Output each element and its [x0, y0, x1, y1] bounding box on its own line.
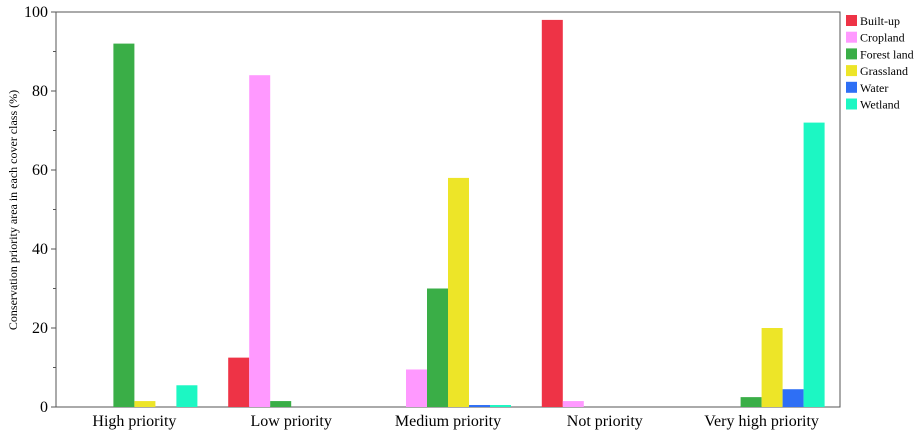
legend-label: Built-up	[860, 14, 900, 28]
bar-built-up	[228, 357, 250, 407]
bar-cropland	[249, 75, 271, 407]
y-tick-label: 40	[32, 241, 48, 258]
legend-label: Wetland	[860, 98, 900, 112]
bar-grassland	[448, 177, 469, 407]
legend-swatch	[846, 65, 857, 77]
bar-forest-land	[270, 401, 292, 407]
x-axis: High priority Low priority Medium priority…	[92, 413, 819, 430]
y-tick-label: 100	[24, 4, 48, 21]
y-tick-label: 80	[32, 83, 48, 100]
bar-wetland	[490, 405, 511, 407]
bar-forest-land	[427, 288, 448, 407]
bar-water	[782, 389, 804, 407]
bar-built-up	[541, 19, 563, 408]
legend-label: Water	[860, 81, 888, 95]
bars-group	[113, 19, 825, 408]
bar-grassland	[761, 328, 783, 407]
bar-cropland	[406, 369, 427, 407]
bar-forest-land	[740, 397, 762, 407]
legend: Built-up Cropland Forest land Grassland Wate…	[846, 14, 914, 112]
x-tick-label: High priority	[92, 413, 176, 430]
bar-forest-land	[113, 43, 135, 407]
bar-cropland	[562, 401, 584, 407]
y-axis-label: Conservation priority area in each cover…	[6, 90, 20, 330]
x-tick-label: Low priority	[251, 413, 332, 430]
bar-grassland	[134, 401, 156, 407]
legend-swatch	[846, 81, 857, 93]
legend-label: Forest land	[860, 47, 914, 61]
y-tick-label: 60	[32, 162, 48, 179]
legend-swatch	[846, 48, 857, 60]
legend-label: Cropland	[860, 31, 905, 45]
bar-wetland	[176, 385, 198, 407]
legend-swatch	[846, 15, 857, 26]
y-tick-label: 0	[40, 399, 48, 416]
legend-label: Grassland	[860, 64, 908, 78]
legend-swatch	[846, 31, 857, 43]
legend-swatch	[846, 98, 857, 110]
x-tick-label: Very high priority	[704, 413, 819, 430]
x-tick-label: Not priority	[567, 413, 643, 430]
x-tick-label: Medium priority	[395, 413, 501, 430]
bar-water	[469, 405, 490, 407]
bar-wetland	[803, 122, 825, 407]
y-tick-label: 20	[32, 320, 48, 337]
y-axis: 0 20 40 60 80 100	[24, 4, 56, 416]
